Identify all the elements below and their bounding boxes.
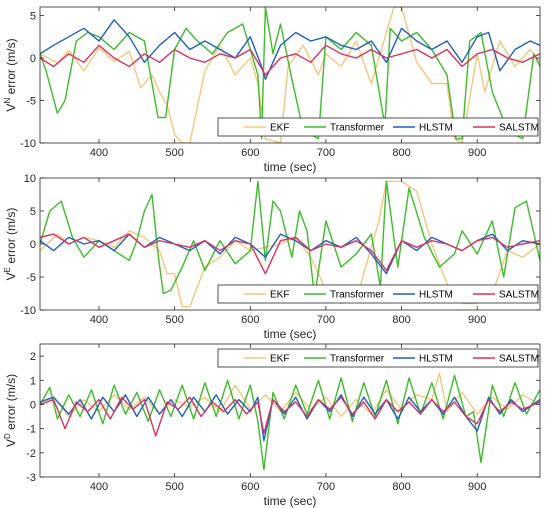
vn-series-hlstm (40, 19, 540, 80)
ve-x-axis-label: time (sec) (264, 327, 317, 341)
vn-xtick-label: 600 (241, 147, 259, 159)
ve-error-panel: 400 500 600 700 800 900 -10 -5 0 5 10 time (sec) VE … (3, 173, 541, 341)
vd-y-axis-label: VD error (m/s) (3, 374, 18, 447)
ve-ytick-label: -10 (20, 305, 36, 317)
vn-xtick-label: 400 (90, 147, 108, 159)
ve-ytick-label: 0 (30, 239, 36, 251)
vn-ytick-label: 5 (30, 11, 36, 23)
vd-ytick-label: 1 (30, 375, 36, 387)
ve-series-group (40, 180, 540, 308)
vd-xtick-label: 900 (468, 481, 486, 493)
vn-legend: EKF Transformer HLSTM SALSTM (217, 117, 539, 137)
vn-ytick-label: -10 (20, 138, 36, 150)
ve-xtick-label: 700 (317, 314, 335, 326)
ve-legend-label-transformer: Transformer (330, 290, 385, 301)
ve-xtick-label: 600 (241, 314, 259, 326)
vd-series-hlstm (40, 394, 540, 442)
ve-series-transformer (40, 180, 540, 298)
vd-xtick-label: 700 (317, 481, 335, 493)
vd-ytick-label: 2 (30, 351, 36, 363)
vd-xtick-label: 600 (241, 481, 259, 493)
vn-xtick-label: 700 (317, 147, 335, 159)
ve-ytick-label: -5 (26, 272, 36, 284)
vd-xtick-label: 800 (392, 481, 410, 493)
vn-legend-label-hlstm: HLSTM (419, 123, 453, 134)
vd-x-axis-label: time (sec) (264, 494, 317, 508)
ve-xtick-label: 900 (468, 314, 486, 326)
vd-error-panel: 400 500 600 700 800 900 -3 -2 -1 0 1 2 time (sec) VD … (3, 343, 541, 508)
vn-legend-box (217, 117, 539, 137)
vn-ytick-label: -5 (26, 96, 36, 108)
ve-series-ekf (40, 180, 540, 308)
vn-ytick-label: 0 (30, 53, 36, 65)
ve-ytick-label: 5 (30, 206, 36, 218)
vn-legend-label-salstm: SALSTM (499, 123, 539, 134)
vn-x-axis-label: time (sec) (264, 160, 317, 174)
vd-legend-label-salstm: SALSTM (499, 354, 539, 365)
vd-series-transformer (40, 374, 540, 471)
ve-legend-box (217, 284, 539, 304)
vd-legend-label-hlstm: HLSTM (419, 354, 453, 365)
vd-legend-box (217, 348, 539, 368)
vd-series-ekf (40, 372, 540, 418)
vn-legend-label-transformer: Transformer (330, 123, 385, 134)
vd-series-salstm (40, 396, 540, 437)
ve-xtick-label: 500 (165, 314, 183, 326)
ve-legend: EKF Transformer HLSTM SALSTM (217, 284, 539, 304)
vn-y-axis-label: VN error (m/s) (3, 38, 18, 111)
vn-series-salstm (40, 44, 540, 76)
vn-error-panel: 400 500 600 700 800 900 -10 -5 0 5 time (sec) VN er… (3, 6, 541, 174)
vd-legend-label-transformer: Transformer (330, 354, 385, 365)
ve-xtick-label: 800 (392, 314, 410, 326)
vd-ytick-label: 0 (30, 399, 36, 411)
ve-y-axis-label: VE error (m/s) (3, 208, 18, 281)
ve-xtick-label: 400 (90, 314, 108, 326)
ve-series-salstm (40, 233, 540, 275)
vd-axes-box (39, 343, 541, 478)
vd-legend: EKF Transformer HLSTM SALSTM (217, 348, 539, 368)
ve-legend-label-ekf: EKF (270, 290, 289, 301)
ve-ytick-label: 10 (24, 173, 36, 185)
vn-xtick-label: 500 (165, 147, 183, 159)
vd-xtick-label: 400 (90, 481, 108, 493)
vn-xtick-label: 800 (392, 147, 410, 159)
vd-ytick-label: -3 (26, 472, 36, 484)
vn-series-transformer (40, 7, 540, 140)
ve-legend-label-hlstm: HLSTM (419, 290, 453, 301)
vd-xtick-label: 500 (165, 481, 183, 493)
vn-legend-label-ekf: EKF (270, 123, 289, 134)
vd-ytick-label: -1 (26, 424, 36, 436)
vn-series-ekf (40, 7, 540, 143)
vn-axes-box (39, 6, 541, 144)
vd-legend-label-ekf: EKF (270, 354, 289, 365)
vd-series-group (40, 372, 540, 471)
ve-legend-label-salstm: SALSTM (499, 290, 539, 301)
vn-xtick-label: 900 (468, 147, 486, 159)
vn-series-group (40, 7, 540, 143)
vd-ytick-label: -2 (26, 448, 36, 460)
